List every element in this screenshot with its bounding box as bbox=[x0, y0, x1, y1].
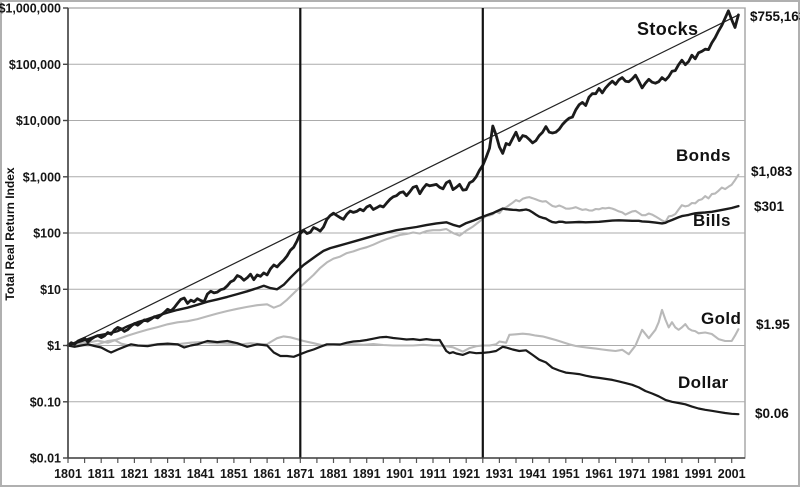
stocks-trendline bbox=[67, 14, 739, 347]
y-axis: $1,000,000 $100,000 $10,000 $1,000 $100 $10 $1… bbox=[0, 2, 745, 466]
svg-text:1901: 1901 bbox=[386, 467, 414, 481]
svg-text:1951: 1951 bbox=[552, 467, 580, 481]
svg-text:1821: 1821 bbox=[120, 467, 148, 481]
svg-text:1921: 1921 bbox=[452, 467, 480, 481]
svg-text:1941: 1941 bbox=[519, 467, 547, 481]
svg-text:1861: 1861 bbox=[253, 467, 281, 481]
series-label-dollar: Dollar bbox=[678, 373, 729, 392]
series-stocks bbox=[66, 9, 740, 347]
svg-text:1971: 1971 bbox=[618, 467, 646, 481]
svg-text:1881: 1881 bbox=[320, 467, 348, 481]
svg-text:1801: 1801 bbox=[54, 467, 82, 481]
svg-text:1961: 1961 bbox=[585, 467, 613, 481]
svg-text:1911: 1911 bbox=[419, 467, 446, 481]
series-gold bbox=[66, 308, 740, 356]
svg-text:1851: 1851 bbox=[220, 467, 248, 481]
svg-text:1811: 1811 bbox=[88, 467, 115, 481]
x-axis: 1801 1811 1821 1831 1841 1851 1861 1871 1881 1891… bbox=[54, 458, 746, 481]
series-label-bonds: Bonds bbox=[676, 146, 731, 165]
end-value-gold: $1.95 bbox=[756, 317, 790, 332]
svg-text:2001: 2001 bbox=[718, 467, 746, 481]
svg-text:$100: $100 bbox=[33, 227, 61, 241]
series-bills bbox=[66, 204, 740, 347]
svg-text:1891: 1891 bbox=[353, 467, 381, 481]
svg-text:1981: 1981 bbox=[651, 467, 679, 481]
svg-text:$0.01: $0.01 bbox=[30, 452, 61, 466]
end-value-bills: $301 bbox=[754, 199, 785, 214]
svg-text:$100,000: $100,000 bbox=[9, 58, 61, 72]
series-bonds bbox=[66, 173, 740, 347]
svg-text:1831: 1831 bbox=[154, 467, 182, 481]
svg-text:$1: $1 bbox=[47, 339, 61, 353]
svg-text:$10: $10 bbox=[40, 283, 61, 297]
end-value-stocks: $755,163 bbox=[750, 9, 800, 24]
series-dollar bbox=[66, 335, 740, 416]
svg-text:1991: 1991 bbox=[685, 467, 713, 481]
series-label-stocks: Stocks bbox=[637, 19, 699, 39]
svg-text:$1,000,000: $1,000,000 bbox=[0, 2, 61, 16]
series-label-gold: Gold bbox=[701, 309, 742, 328]
end-value-bonds: $1,083 bbox=[751, 164, 793, 179]
series-label-bills: Bills bbox=[693, 211, 731, 230]
svg-text:$1,000: $1,000 bbox=[23, 170, 61, 184]
svg-text:$10,000: $10,000 bbox=[16, 114, 61, 128]
svg-text:$0.10: $0.10 bbox=[30, 395, 61, 409]
svg-text:1841: 1841 bbox=[187, 467, 215, 481]
y-axis-title: Total Real Return Index bbox=[3, 167, 17, 301]
end-value-dollar: $0.06 bbox=[755, 406, 789, 421]
svg-text:1931: 1931 bbox=[485, 467, 513, 481]
svg-text:1871: 1871 bbox=[286, 467, 314, 481]
